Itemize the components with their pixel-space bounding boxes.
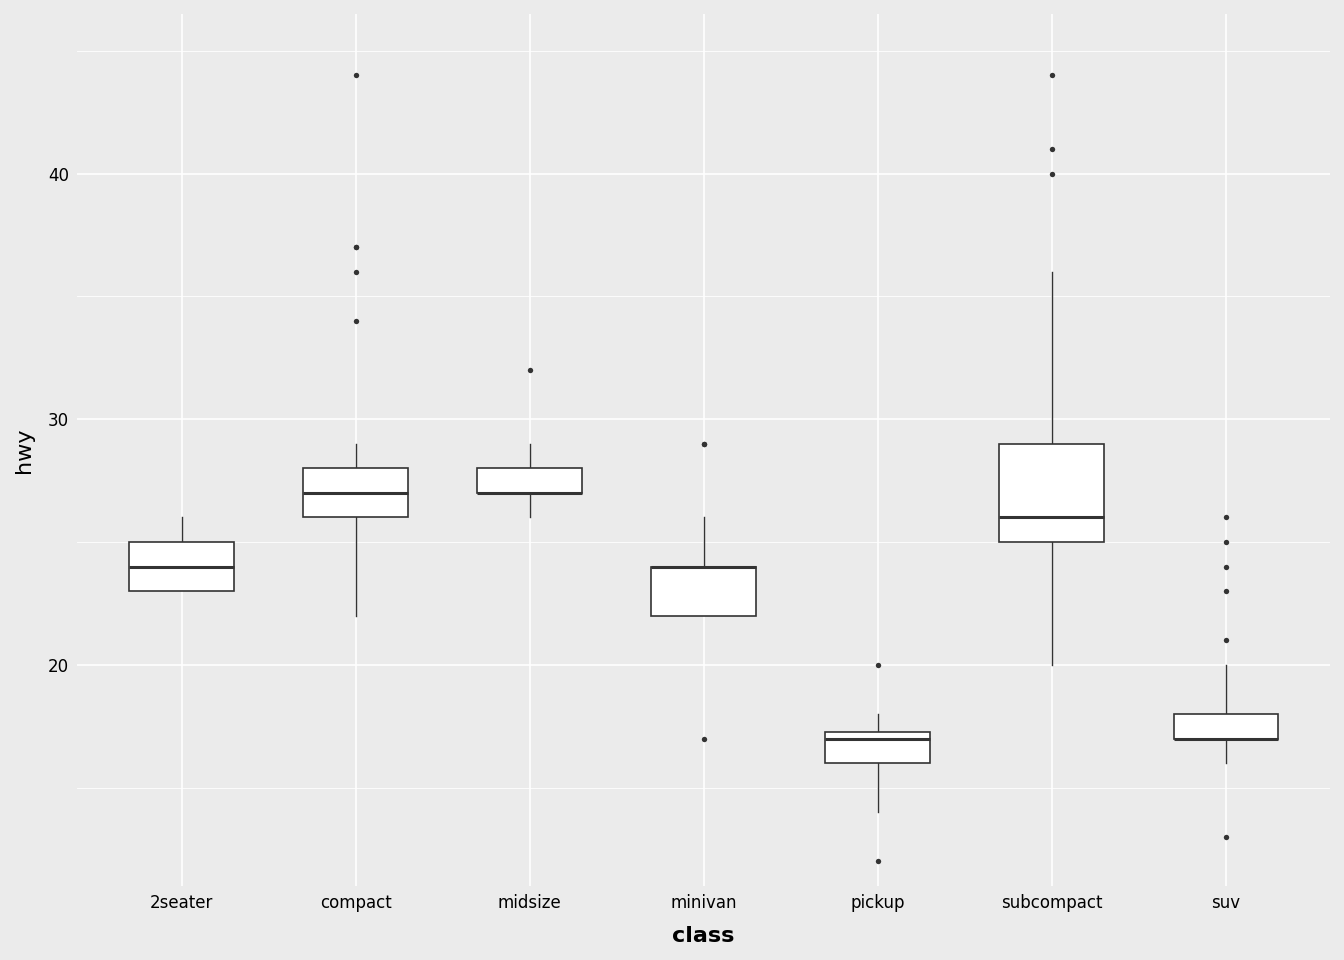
Point (345, 240, 367, 255)
Point (345, 264, 367, 279)
Point (519, 362, 540, 377)
Point (345, 67, 367, 83)
Bar (1173, 714, 1278, 738)
Point (1215, 510, 1236, 525)
Point (867, 658, 888, 673)
Bar (304, 468, 407, 517)
Point (1042, 67, 1063, 83)
Point (1215, 535, 1236, 550)
Point (867, 853, 888, 869)
Point (1215, 633, 1236, 648)
Bar (129, 542, 234, 591)
Point (1042, 166, 1063, 181)
Bar (652, 566, 755, 615)
Point (694, 436, 715, 451)
Bar (1000, 444, 1103, 542)
Point (1215, 584, 1236, 599)
Y-axis label: hwy: hwy (13, 427, 34, 472)
Bar (825, 732, 930, 763)
Point (345, 313, 367, 328)
Point (1215, 829, 1236, 845)
Bar (477, 468, 582, 492)
Point (1215, 559, 1236, 574)
Point (1042, 141, 1063, 156)
Point (694, 436, 715, 451)
Point (694, 731, 715, 746)
Point (345, 240, 367, 255)
X-axis label: class: class (672, 926, 735, 947)
